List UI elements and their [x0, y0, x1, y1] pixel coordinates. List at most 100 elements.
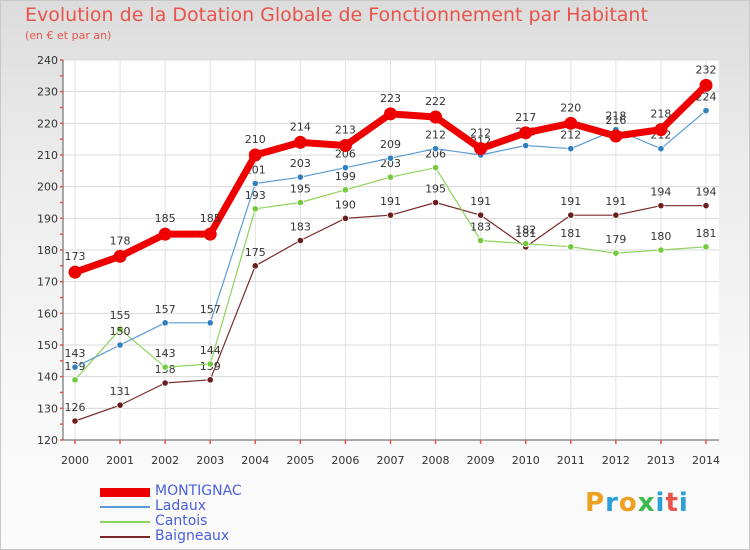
x-tick-label: 2009: [467, 454, 495, 467]
legend-label: Cantois: [155, 513, 208, 529]
data-label-baigneaux: 191: [470, 195, 491, 208]
data-label-montignac: 232: [696, 63, 717, 76]
y-tick-label: 180: [37, 244, 58, 257]
series-baigneaux: 1261311381391751831901911951911811911911…: [65, 183, 717, 425]
data-label-montignac: 218: [650, 108, 671, 121]
data-label-ladaux: 157: [200, 303, 221, 316]
data-point-ladaux: [341, 164, 350, 172]
data-label-baigneaux: 195: [425, 183, 446, 196]
data-point-montignac: [384, 107, 397, 121]
data-point-cantois: [116, 325, 124, 333]
data-label-cantois: 181: [696, 227, 717, 240]
data-point-ladaux: [116, 341, 124, 349]
legend-label: Ladaux: [155, 498, 207, 514]
data-point-cantois: [477, 236, 485, 245]
data-label-ladaux: 212: [560, 129, 581, 142]
proxiti-logo: Proxiti: [585, 488, 689, 518]
legend-swatch: [100, 536, 150, 538]
data-label-ladaux: 157: [155, 303, 176, 316]
y-tick-label: 220: [37, 117, 58, 130]
data-point-baigneaux: [71, 417, 79, 425]
data-label-cantois: 180: [650, 230, 671, 243]
data-point-ladaux: [431, 145, 440, 153]
data-label-montignac: 222: [425, 95, 446, 108]
data-point-ladaux: [522, 141, 530, 150]
data-label-cantois: 195: [290, 183, 311, 196]
legend-swatch: [100, 506, 150, 508]
x-tick-label: 2011: [557, 454, 585, 467]
data-point-montignac: [113, 249, 127, 263]
data-point-cantois: [341, 186, 350, 194]
data-point-baigneaux: [386, 211, 395, 219]
data-label-montignac: 216: [605, 114, 626, 127]
x-tick-label: 2006: [331, 454, 359, 467]
data-label-montignac: 214: [290, 120, 311, 133]
data-label-cantois: 144: [200, 344, 221, 357]
y-tick-label: 210: [37, 149, 58, 162]
data-label-montignac: 220: [560, 101, 581, 114]
x-tick-label: 2007: [377, 454, 405, 467]
data-point-ladaux: [161, 319, 169, 327]
data-label-cantois: 179: [605, 233, 626, 246]
data-point-baigneaux: [161, 379, 169, 387]
data-point-baigneaux: [612, 211, 620, 219]
y-tick-label: 230: [37, 86, 58, 99]
data-label-ladaux: 150: [110, 325, 131, 338]
data-label-baigneaux: 131: [110, 385, 131, 398]
data-label-ladaux: 206: [335, 148, 356, 161]
data-label-baigneaux: 191: [605, 195, 626, 208]
data-label-montignac: 212: [470, 127, 491, 140]
legend-swatch: [100, 487, 150, 497]
data-point-baigneaux: [567, 211, 575, 219]
data-point-montignac: [654, 123, 668, 137]
x-tick-label: 2013: [647, 454, 675, 467]
data-point-ladaux: [251, 179, 259, 188]
data-point-montignac: [564, 116, 578, 130]
data-point-cantois: [161, 363, 169, 371]
data-label-montignac: 178: [110, 234, 131, 247]
data-point-ladaux: [71, 363, 79, 371]
data-label-baigneaux: 181: [515, 227, 536, 240]
series-cantois: 1391551431441931951992032061831821811791…: [65, 148, 717, 384]
y-tick-label: 140: [37, 371, 58, 384]
data-point-cantois: [657, 246, 665, 254]
data-point-cantois: [206, 360, 214, 368]
data-label-baigneaux: 191: [380, 195, 401, 208]
data-point-baigneaux: [657, 202, 665, 210]
legend-label: MONTIGNAC: [155, 483, 242, 499]
data-point-ladaux: [567, 145, 575, 153]
data-point-cantois: [386, 173, 395, 181]
x-tick-label: 2002: [151, 454, 179, 467]
data-label-baigneaux: 194: [650, 186, 671, 199]
y-tick-label: 160: [37, 307, 58, 320]
data-label-cantois: 182: [515, 224, 536, 237]
data-point-cantois: [251, 205, 259, 213]
data-label-montignac: 173: [65, 250, 86, 263]
data-point-montignac: [609, 129, 623, 143]
data-point-ladaux: [296, 173, 304, 181]
data-point-baigneaux: [341, 214, 350, 222]
data-label-cantois: 183: [470, 221, 491, 234]
data-label-cantois: 203: [380, 157, 401, 170]
data-label-baigneaux: 194: [696, 186, 717, 199]
data-point-cantois: [567, 243, 575, 251]
y-tick-label: 150: [37, 339, 58, 352]
data-point-montignac: [158, 227, 172, 241]
data-point-cantois: [702, 243, 710, 251]
x-tick-label: 2000: [61, 454, 89, 467]
y-tick-label: 130: [37, 402, 58, 415]
data-label-cantois: 193: [245, 189, 266, 202]
data-point-montignac: [699, 78, 713, 92]
data-point-montignac: [248, 148, 262, 162]
y-tick-label: 120: [37, 434, 58, 447]
data-point-baigneaux: [116, 401, 124, 409]
x-tick-label: 2008: [422, 454, 450, 467]
data-label-montignac: 185: [155, 212, 176, 225]
data-point-baigneaux: [296, 236, 304, 245]
data-point-baigneaux: [477, 211, 485, 219]
data-label-cantois: 181: [560, 227, 581, 240]
data-label-montignac: 213: [335, 124, 356, 137]
legend-label: Baigneaux: [155, 528, 230, 544]
data-point-baigneaux: [431, 198, 440, 207]
data-label-baigneaux: 183: [290, 221, 311, 234]
